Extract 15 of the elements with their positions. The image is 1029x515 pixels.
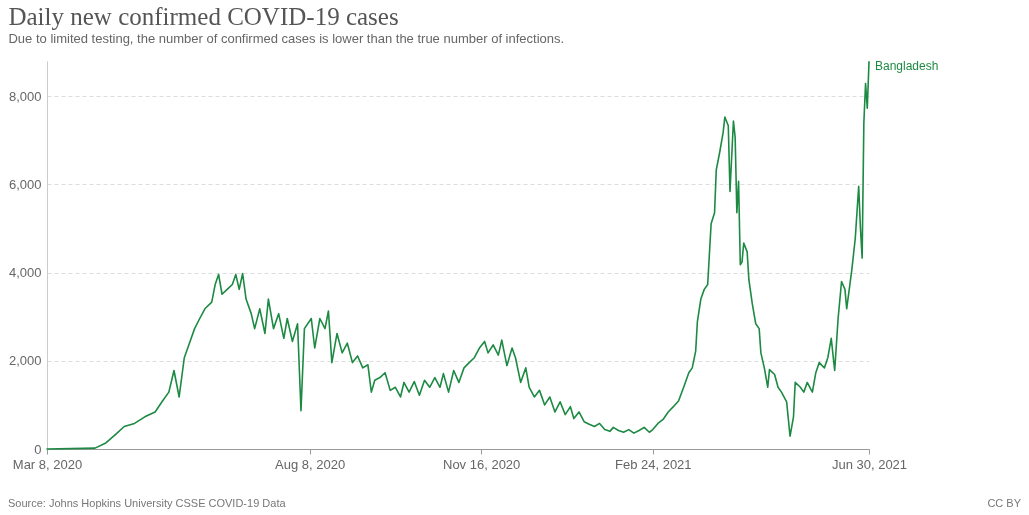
chart-subtitle: Due to limited testing, the number of confirmed cases is lower than the true number of infections. xyxy=(8,30,565,46)
y-tick-label: 4,000 xyxy=(8,265,42,281)
x-tick-label: Nov 16, 2020 xyxy=(443,456,521,472)
chart-title: Daily new confirmed COVID-19 cases xyxy=(8,2,399,30)
y-tick-label: 6,000 xyxy=(8,176,42,192)
x-tick-label: Feb 24, 2021 xyxy=(614,456,692,472)
y-tick-label: 0 xyxy=(34,441,42,457)
x-tick-label: Jun 30, 2021 xyxy=(831,456,908,472)
series-label: Bangladesh xyxy=(875,58,939,73)
y-tick-label: 8,000 xyxy=(8,88,42,104)
source-note: Source: Johns Hopkins University CSSE COVID-19 Data xyxy=(8,497,286,509)
x-tick-label: Mar 8, 2020 xyxy=(12,456,83,472)
y-tick-label: 2,000 xyxy=(8,353,42,369)
text: CC BY xyxy=(987,497,1021,509)
x-tick-label: Aug 8, 2020 xyxy=(275,456,346,472)
